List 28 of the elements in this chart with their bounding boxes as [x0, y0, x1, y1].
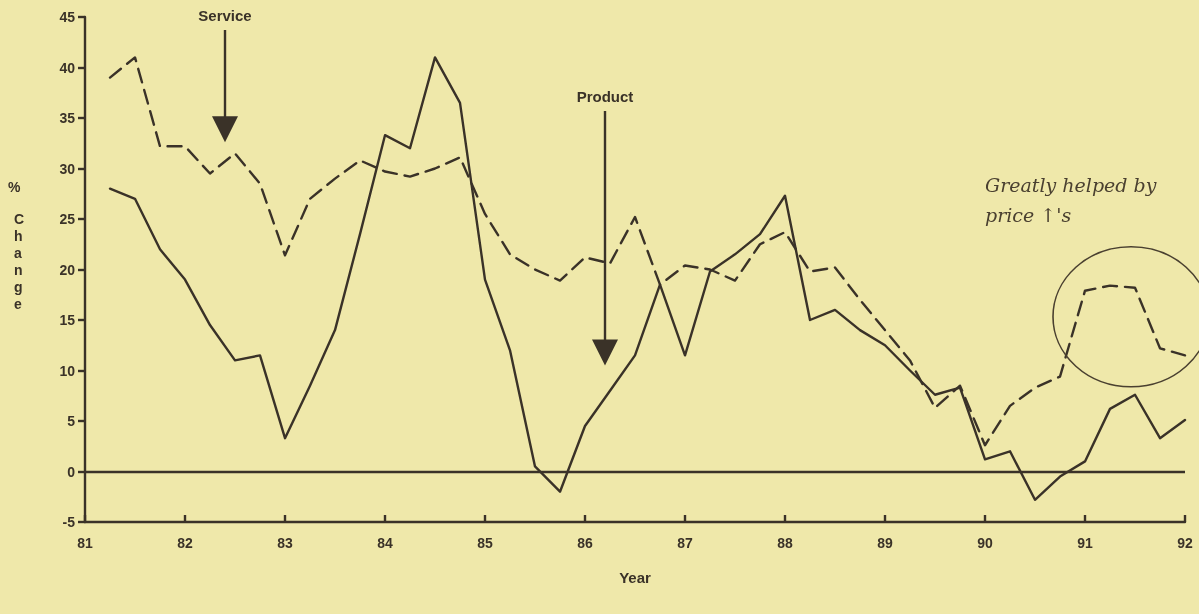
x-tick-label: 85	[477, 535, 493, 551]
x-tick-label: 89	[877, 535, 893, 551]
annotation: Product	[576, 88, 634, 105]
annotation: Service	[198, 7, 252, 24]
x-tick-label: 87	[677, 535, 693, 551]
y-tick-label: 35	[59, 110, 76, 126]
y-tick-label: 30	[59, 160, 76, 177]
y-tick-label: 15	[59, 312, 76, 328]
y-tick-label: 45	[59, 9, 76, 25]
x-axis-title: Year	[619, 569, 652, 586]
x-tick-label: 83	[277, 535, 293, 551]
y-tick-label: -5	[62, 514, 76, 530]
y-tick-label: 40	[59, 59, 76, 76]
x-tick-label: 88	[777, 535, 793, 551]
x-tick-label: 81	[77, 535, 93, 551]
x-tick-label: 91	[1077, 535, 1093, 551]
y-tick-label: 10	[59, 362, 76, 379]
x-tick-label: 82	[177, 535, 193, 551]
y-tick-label: 20	[59, 261, 76, 278]
x-tick-label: 84	[377, 535, 393, 551]
y-tick-label: 5	[67, 413, 76, 429]
x-tick-label: 90	[977, 535, 993, 551]
x-tick-label: 92	[1177, 535, 1193, 551]
y-tick-label: 25	[59, 211, 76, 227]
x-tick-label: 86	[577, 535, 593, 551]
y-tick-label: 0	[67, 463, 76, 480]
annotation: Greatly helped by price ↑'s	[985, 173, 1157, 226]
y-axis-title: % Change	[8, 179, 25, 312]
